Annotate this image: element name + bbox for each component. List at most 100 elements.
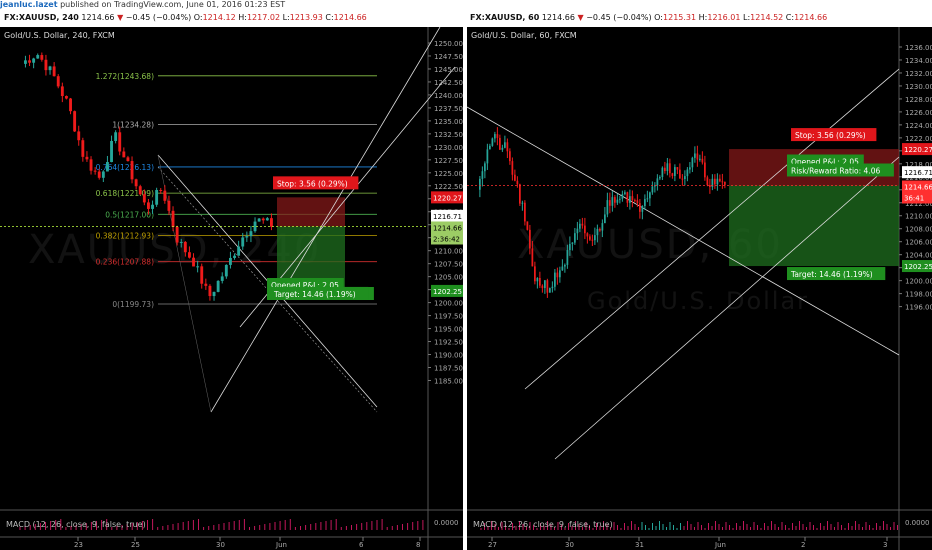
right-candle — [666, 163, 669, 171]
right-y-tick-label: 1236.00 — [905, 44, 932, 52]
right-candle — [716, 178, 719, 185]
left-y-tick-label: 1207.50 — [434, 261, 463, 269]
right-candle — [496, 134, 499, 138]
left-x-tick-label: 8 — [416, 541, 420, 549]
left-y-tick-label: 1230.00 — [434, 144, 463, 152]
right-candle — [489, 145, 491, 150]
left-candle — [65, 96, 68, 99]
right-watermark-subtitle: Gold/U.S. Dollar — [587, 287, 810, 315]
right-candle — [519, 184, 521, 204]
left-y-tick-label: 1195.00 — [434, 326, 463, 334]
right-candle — [719, 178, 721, 182]
right-price-tag-2: 1214.66 — [904, 183, 932, 191]
left-chart-canvas[interactable]: 1250.00 1247.50 1245.00 1242.50 1240.00 1237.… — [0, 27, 463, 550]
right-chart-panel[interactable]: XAUUSD, 60 Gold/U.S. Dollar 1236.00 1234.… — [467, 27, 932, 550]
right-candle — [724, 181, 726, 185]
right-candle — [691, 157, 694, 168]
right-y-tick-label: 1212.00 — [905, 200, 932, 208]
right-x-tick-label: 27 — [488, 541, 497, 549]
right-candle — [541, 285, 544, 289]
panel-divider[interactable] — [463, 27, 467, 550]
left-fib-label: 0(1199.73) — [112, 300, 154, 309]
left-candle — [261, 218, 265, 221]
left-candle — [56, 76, 60, 87]
left-fib-label: 0.5(1217.00) — [105, 210, 154, 219]
right-candle — [706, 177, 709, 186]
right-candle — [551, 286, 554, 289]
left-candle — [196, 266, 200, 268]
right-candle — [686, 169, 689, 177]
right-symbol[interactable]: FX:XAUUSD, 60 — [470, 13, 540, 22]
left-chart-title: Gold/U.S. Dollar, 240, FXCM — [4, 31, 115, 40]
right-chart-title: Gold/U.S. Dollar, 60, FXCM — [471, 31, 577, 40]
right-candle — [601, 223, 604, 231]
left-candle — [81, 140, 85, 157]
left-y-tick-label: 1240.00 — [434, 92, 463, 100]
right-candle — [579, 223, 581, 229]
left-fib-label: 1(1234.28) — [112, 121, 154, 130]
right-candle — [571, 242, 574, 244]
right-close: 1214.66 — [794, 13, 828, 22]
right-macd-value: 0.0000 — [905, 519, 930, 527]
author-link[interactable]: jeanluc.lazet — [0, 0, 58, 9]
right-y-tick-label: 1224.00 — [905, 122, 932, 130]
left-timer-tag: 2:36:42 — [433, 235, 460, 243]
right-candle — [629, 196, 631, 203]
right-candle — [659, 177, 661, 179]
left-y-tick-label: 1242.50 — [434, 79, 463, 87]
left-fib-label: 0.764(1226.13) — [96, 163, 154, 172]
right-high: 1216.01 — [707, 13, 741, 22]
left-symbol[interactable]: FX:XAUUSD, 240 — [4, 13, 79, 22]
left-candle — [48, 66, 52, 71]
left-y-tick-label: 1245.00 — [434, 66, 463, 74]
left-x-tick-label: 30 — [216, 541, 225, 549]
right-candle — [576, 228, 579, 234]
left-y-tick-label: 1210.00 — [434, 248, 463, 256]
right-x-tick-label: 30 — [565, 541, 574, 549]
right-chart-canvas[interactable]: 1236.00 1234.00 1232.00 1230.00 1228.00 1226.… — [467, 27, 932, 550]
right-pnl-label: Opened P&L: 2.05 — [791, 157, 859, 166]
right-candle — [641, 205, 644, 212]
left-target-price-tag: 1202.25 — [433, 288, 462, 296]
right-candle — [539, 277, 541, 286]
right-channel-upper — [524, 68, 900, 390]
right-candle — [589, 236, 591, 240]
right-candle — [661, 167, 664, 178]
left-close: 1214.66 — [333, 13, 367, 22]
right-y-tick-label: 1222.00 — [905, 135, 932, 143]
left-candle — [200, 266, 204, 284]
right-y-tick-label: 1226.00 — [905, 109, 932, 117]
left-fib-diagonal — [157, 154, 212, 413]
right-stop-price-tag: 1220.27 — [904, 146, 932, 154]
right-candle — [479, 178, 481, 190]
left-x-tick-label: 6 — [359, 541, 364, 549]
left-y-tick-label: 1232.50 — [434, 131, 463, 139]
right-macd-label[interactable]: MACD (12, 26, close, 9, false, true) — [473, 520, 613, 529]
left-price: 1214.66 — [81, 13, 115, 22]
left-channel-line — [210, 27, 441, 413]
left-x-tick-label: Jun — [275, 541, 287, 549]
left-stop-label: Stop: 3.56 (0.29%) — [277, 179, 348, 188]
right-candle — [549, 288, 551, 293]
right-price-tag-2-bg — [902, 180, 932, 193]
right-candle — [671, 173, 674, 176]
left-candle — [224, 264, 228, 277]
right-candle — [486, 149, 489, 164]
left-candle — [151, 204, 154, 209]
left-price-tag-2-bg — [431, 221, 463, 234]
right-stop-label-bg — [791, 128, 877, 142]
right-stop-price-tag-bg — [902, 143, 932, 156]
left-macd-label[interactable]: MACD (12, 26, close, 9, false, true) — [6, 520, 146, 529]
left-candle — [265, 218, 269, 221]
right-candle — [574, 233, 576, 243]
left-candle — [159, 189, 163, 191]
right-candle — [624, 192, 626, 195]
left-stop-label-bg — [273, 176, 359, 190]
right-candle — [516, 180, 519, 185]
right-candle — [609, 200, 611, 206]
right-candle — [644, 199, 646, 206]
left-candle — [204, 283, 208, 286]
left-chart-panel[interactable]: XAUUSD, 240 1250.00 1247.50 1245.00 1242.50… — [0, 27, 463, 550]
left-symbol-bar: FX:XAUUSD, 240 1214.66 ▼ −0.45 (−0.04%) … — [4, 13, 367, 22]
right-target-label: Target: 14.46 (1.19%) — [790, 270, 873, 279]
